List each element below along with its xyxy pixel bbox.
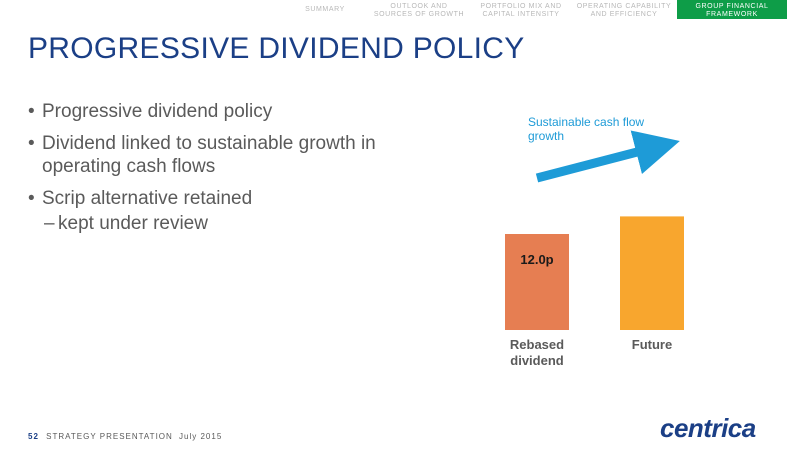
bullet-item: • Progressive dividend policy	[28, 100, 428, 123]
sub-bullet-text: kept under review	[58, 213, 208, 234]
footer: 52 STRATEGY PRESENTATION July 2015	[28, 432, 222, 441]
bullet-dot-icon: •	[28, 101, 35, 122]
bullet-text: Scrip alternative retained	[42, 188, 253, 209]
bullet-list: • Progressive dividend policy • Dividend…	[28, 100, 428, 235]
bullet-text: Dividend linked to sustainable growth in…	[42, 133, 376, 177]
dividend-chart: Sustainable cash flow growth 12.0p Rebase…	[480, 110, 720, 380]
nav-item-portfolio[interactable]: PORTFOLIO MIX AND CAPITAL INTENSITY	[480, 3, 562, 18]
nav-item-outlook[interactable]: OUTLOOK AND SOURCES OF GROWTH	[373, 3, 465, 18]
nav-item-financial-framework[interactable]: GROUP FINANCIAL FRAMEWORK	[677, 0, 787, 19]
footer-text: STRATEGY PRESENTATION	[46, 432, 173, 441]
page-number: 52	[28, 432, 39, 441]
bullet-item: • Scrip alternative retained	[28, 187, 428, 210]
category-label: Rebased dividend	[509, 337, 565, 368]
chart-annotation: Sustainable cash flow growth	[528, 115, 645, 143]
bullet-item: • Dividend linked to sustainable growth …	[28, 132, 413, 178]
chart-canvas	[505, 130, 684, 330]
bar-rebased-dividend	[505, 234, 569, 330]
growth-arrow-icon	[535, 130, 680, 183]
category-label: Future	[631, 337, 673, 352]
company-logo: centrica	[660, 413, 756, 443]
top-navigation: SUMMARY OUTLOOK AND SOURCES OF GROWTH PO…	[282, 0, 800, 19]
bar-future	[620, 216, 684, 330]
bar-value-label: 12.0p	[520, 252, 554, 267]
nav-item-operating[interactable]: OPERATING CAPABILITY AND EFFICIENCY	[576, 3, 672, 18]
bullet-dot-icon: •	[28, 133, 35, 154]
sub-bullet-item: – kept under review	[28, 212, 428, 235]
nav-item-summary[interactable]: SUMMARY	[305, 6, 345, 13]
bullet-dot-icon: •	[28, 188, 35, 209]
dash-icon: –	[44, 213, 55, 234]
footer-date: July 2015	[179, 432, 223, 441]
bullet-text: Progressive dividend policy	[42, 101, 273, 122]
slide-title: PROGRESSIVE DIVIDEND POLICY	[28, 32, 525, 65]
